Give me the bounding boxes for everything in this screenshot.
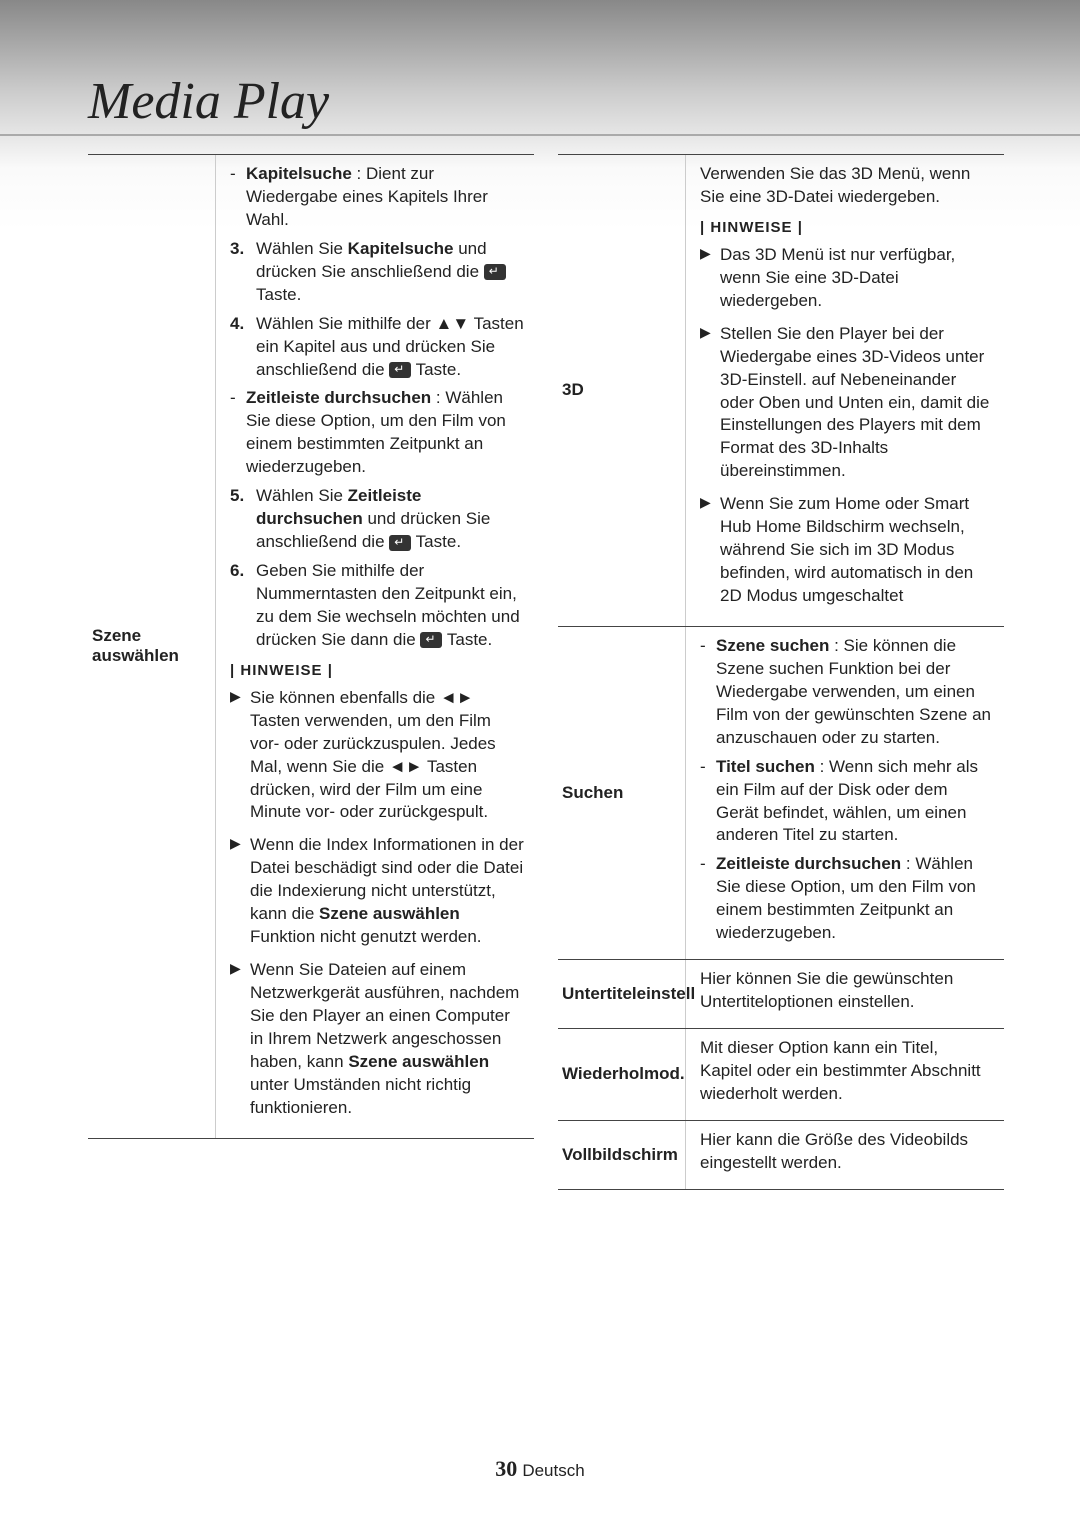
row-vollbild: Vollbildschirm Hier kann die Größe des V… <box>558 1121 1004 1190</box>
content-vollbild: Hier kann die Größe des Videobilds einge… <box>686 1121 1004 1189</box>
row-suchen: Suchen - Szene suchen : Sie können die S… <box>558 627 1004 960</box>
row-wiederholmod: Wiederholmod. Mit dieser Option kann ein… <box>558 1029 1004 1121</box>
step-6: 6. Geben Sie mithilfe der Nummerntasten … <box>230 560 524 652</box>
label-vollbild: Vollbildschirm <box>558 1121 686 1189</box>
enter-icon <box>389 535 411 551</box>
item-zeitleiste: - Zeitleiste durchsuchen : Wählen Sie di… <box>230 387 524 479</box>
enter-icon <box>389 362 411 378</box>
step-3: 3. Wählen Sie Kapitelsuche und drücken S… <box>230 238 524 307</box>
label-wiederholmod: Wiederholmod. <box>558 1029 686 1120</box>
item-kapitelsuche: - Kapitelsuche : Dient zur Wiedergabe ei… <box>230 163 524 232</box>
title-underline <box>0 134 1080 136</box>
content-untertitel: Hier können Sie die gewünschten Untertit… <box>686 960 1004 1028</box>
page-footer: 30 Deutsch <box>0 1456 1080 1482</box>
hinweise-label-3d: | HINWEISE | <box>700 219 994 236</box>
row-untertitel: Untertiteleinstell Hier können Sie die g… <box>558 960 1004 1029</box>
content-area: Szene auswählen - Kapitelsuche : Dient z… <box>88 154 1004 1190</box>
note-left-1: ▶ Sie können ebenfalls die ◄► Tasten ver… <box>230 687 524 825</box>
content-suchen: - Szene suchen : Sie können die Szene su… <box>686 627 1004 959</box>
page-title: Media Play <box>88 72 329 131</box>
page-number: 30 <box>495 1456 517 1481</box>
item-zeitleiste-suchen: - Zeitleiste durchsuchen : Wählen Sie di… <box>700 853 994 945</box>
step-5: 5. Wählen Sie Zeitleiste durchsuchen und… <box>230 485 524 554</box>
note-left-3: ▶ Wenn Sie Dateien auf einem Netzwerkger… <box>230 959 524 1120</box>
footer-language: Deutsch <box>522 1461 584 1480</box>
note-left-2: ▶ Wenn die Index Informationen in der Da… <box>230 834 524 949</box>
label-untertitel: Untertiteleinstell <box>558 960 686 1028</box>
content-wiederholmod: Mit dieser Option kann ein Titel, Kapite… <box>686 1029 1004 1120</box>
note-3d-1: ▶ Das 3D Menü ist nur verfügbar, wenn Si… <box>700 244 994 313</box>
note-3d-2: ▶ Stellen Sie den Player bei der Wiederg… <box>700 323 994 484</box>
step-4: 4. Wählen Sie mithilfe der ▲▼ Tasten ein… <box>230 313 524 382</box>
note-3d-3: ▶ Wenn Sie zum Home oder Smart Hub Home … <box>700 493 994 608</box>
label-suchen: Suchen <box>558 627 686 959</box>
item-szene-suchen: - Szene suchen : Sie können die Szene su… <box>700 635 994 750</box>
item-titel-suchen: - Titel suchen : Wenn sich mehr als ein … <box>700 756 994 848</box>
content-3d: Verwenden Sie das 3D Menü, wenn Sie eine… <box>686 155 1004 626</box>
left-column: Szene auswählen - Kapitelsuche : Dient z… <box>88 154 534 1190</box>
enter-icon <box>484 264 506 280</box>
label-szene: Szene auswählen <box>88 155 216 1138</box>
hinweise-label-left: | HINWEISE | <box>230 662 524 679</box>
row-3d: 3D Verwenden Sie das 3D Menü, wenn Sie e… <box>558 154 1004 627</box>
right-column: 3D Verwenden Sie das 3D Menü, wenn Sie e… <box>558 154 1004 1190</box>
row-szene-auswaehlen: Szene auswählen - Kapitelsuche : Dient z… <box>88 154 534 1139</box>
content-szene: - Kapitelsuche : Dient zur Wiedergabe ei… <box>216 155 534 1138</box>
enter-icon <box>420 632 442 648</box>
label-3d: 3D <box>558 155 686 626</box>
